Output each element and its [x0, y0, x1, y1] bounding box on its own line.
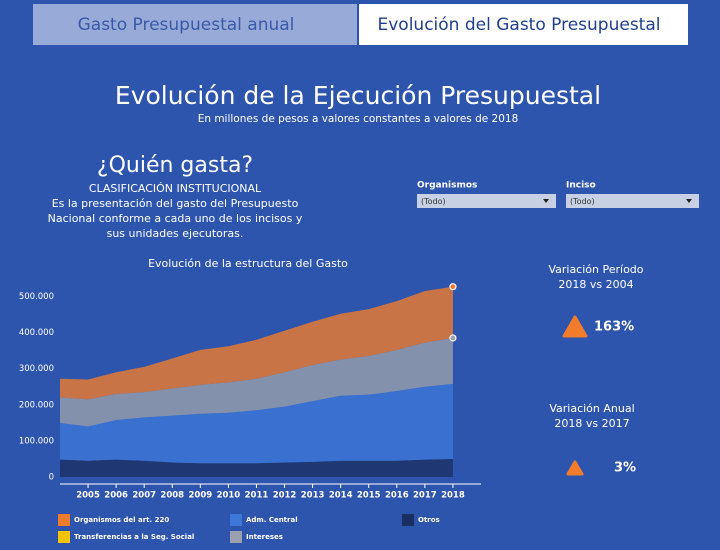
x-tick-label: 2009	[188, 491, 212, 501]
kpi-icon	[562, 315, 588, 338]
x-tick-label: 2007	[132, 491, 156, 501]
area	[60, 337, 453, 427]
tab-label[interactable]: Gasto Presupuestal anual	[78, 15, 295, 35]
kpi-title: 2018 vs 2017	[554, 417, 629, 430]
kpi-title: 2018 vs 2004	[558, 278, 633, 291]
legend-label: Organismos del art. 220	[74, 516, 169, 524]
chart-title: Evolución de la estructura del Gasto	[148, 257, 348, 270]
dropdown-arrow	[543, 199, 549, 203]
page-subtitle: En millones de pesos a valores constante…	[198, 113, 519, 125]
legend-swatch	[58, 531, 70, 543]
dropdown-value[interactable]: (Todo)	[570, 197, 595, 206]
x-tick-label: 2008	[160, 491, 184, 501]
section-title: ¿Quién gasta?	[97, 153, 253, 178]
area	[60, 383, 453, 464]
legend-label: Otros	[418, 516, 440, 524]
x-tick-label: 2013	[301, 491, 325, 501]
tab[interactable]	[33, 4, 357, 45]
dropdown[interactable]	[566, 194, 699, 208]
y-tick-label: 400.000	[19, 328, 54, 338]
kpi-value: 3%	[614, 461, 636, 476]
x-tick-label: 2012	[273, 491, 297, 501]
page-title: Evolución de la Ejecución Presupuestal	[115, 81, 601, 110]
y-tick-label: 500.000	[19, 292, 54, 302]
kpi-value: 163%	[594, 320, 634, 335]
legend-label: Adm. Central	[246, 516, 298, 524]
legend-swatch	[230, 531, 242, 543]
filter-label: Organismos	[417, 181, 477, 191]
section-text: sus unidades ejecutoras.	[107, 227, 244, 240]
dropdown-value[interactable]: (Todo)	[421, 197, 446, 206]
area	[60, 458, 453, 477]
kpi-title: Variación Anual	[549, 402, 634, 415]
section-text: Es la presentación del gasto del Presupu…	[52, 197, 299, 210]
x-tick-label: 2014	[329, 491, 353, 501]
legend-swatch	[58, 514, 70, 526]
x-tick-label: 2006	[104, 491, 128, 501]
dropdown[interactable]	[417, 194, 556, 208]
section-text: Nacional conforme a cada uno de los inci…	[48, 212, 303, 225]
kpi-icon	[566, 460, 584, 476]
legend-swatch	[402, 514, 414, 526]
filter-label: Inciso	[566, 181, 596, 191]
end-marker	[449, 334, 457, 342]
x-tick-label: 2016	[385, 491, 409, 501]
legend-label: Intereses	[246, 533, 283, 541]
x-tick-label: 2011	[245, 491, 269, 501]
legend-label: Transferencias a la Seg. Social	[74, 533, 194, 541]
x-tick-label: 2018	[441, 491, 465, 501]
tab-label[interactable]: Evolución del Gasto Presupuestal	[378, 15, 661, 35]
section-heading: CLASIFICACIÓN INSTITUCIONAL	[89, 182, 262, 195]
dropdown-arrow	[686, 199, 692, 203]
x-tick-label: 2010	[217, 491, 241, 501]
x-tick-label: 2005	[76, 491, 100, 501]
end-marker	[449, 283, 457, 291]
y-tick-label: 200.000	[19, 400, 54, 410]
x-tick-label: 2017	[413, 491, 437, 501]
y-tick-label: 0	[49, 473, 54, 483]
legend-swatch	[230, 514, 242, 526]
tab[interactable]	[359, 4, 688, 45]
kpi-title: Variación Período	[548, 263, 643, 276]
x-tick-label: 2015	[357, 491, 381, 501]
area	[60, 286, 453, 400]
y-tick-label: 300.000	[19, 364, 54, 374]
y-tick-label: 100.000	[19, 436, 54, 446]
